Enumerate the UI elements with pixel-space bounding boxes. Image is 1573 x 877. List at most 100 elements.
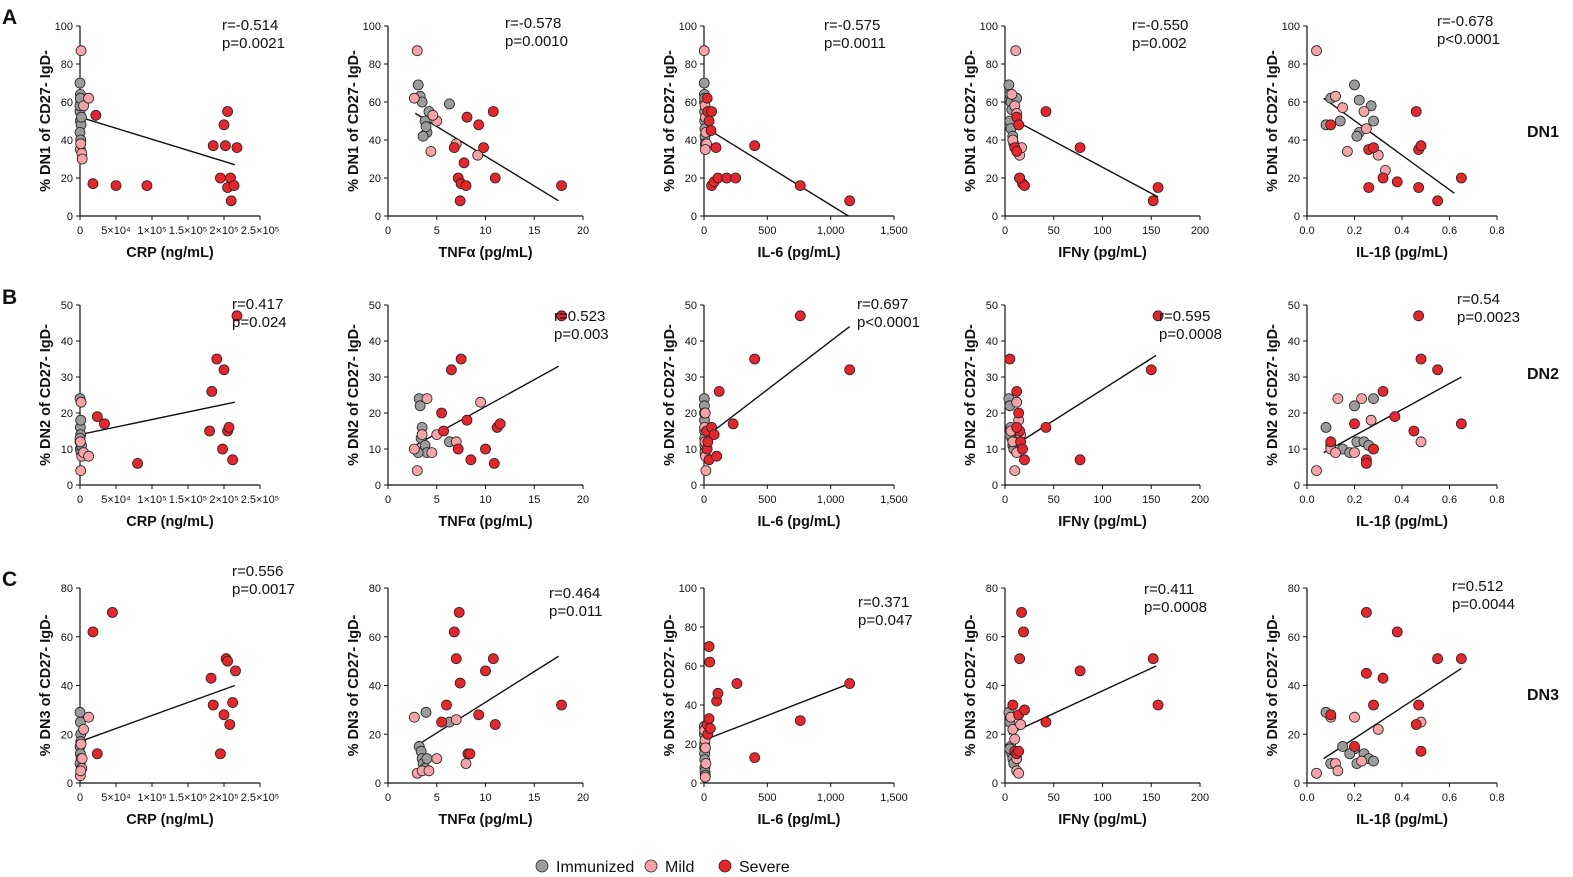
y-tick-label: 40 xyxy=(986,681,998,693)
data-point-immunized xyxy=(412,79,424,91)
y-tick-label: 60 xyxy=(61,97,73,109)
data-point-severe xyxy=(1040,716,1052,728)
data-point-severe xyxy=(727,418,739,430)
data-point-severe xyxy=(448,626,460,638)
y-tick-label: 20 xyxy=(986,173,998,185)
data-point-mild xyxy=(75,396,87,408)
y-tick-label: 10 xyxy=(61,444,73,456)
data-point-severe xyxy=(438,425,449,437)
data-point-immunized xyxy=(1003,79,1015,91)
x-tick-label: 15 xyxy=(528,494,540,506)
y-tick-label: 40 xyxy=(986,135,998,147)
data-point-mild xyxy=(1006,89,1018,100)
y-tick-label: 40 xyxy=(61,135,73,147)
y-tick-label: 10 xyxy=(685,444,697,456)
data-point-severe xyxy=(222,106,234,117)
data-point-immunized xyxy=(1368,393,1379,405)
data-point-severe xyxy=(1432,653,1444,665)
x-tick-label: 1,500 xyxy=(880,792,908,804)
data-point-mild xyxy=(83,711,95,723)
y-tick-label: 20 xyxy=(369,408,381,420)
data-point-mild xyxy=(1372,149,1384,161)
y-axis-label: % DN1 of CD27- IgD- xyxy=(963,50,979,192)
y-tick-label: 50 xyxy=(986,300,998,312)
data-point-mild xyxy=(1365,414,1377,426)
data-point-mild xyxy=(1341,145,1353,157)
data-point-severe xyxy=(450,653,462,665)
x-tick-label: 0.0 xyxy=(1299,225,1314,237)
data-point-mild xyxy=(1330,447,1341,459)
x-tick-label: 0 xyxy=(385,494,391,506)
x-tick-label: 2×10⁵ xyxy=(209,225,238,237)
data-point-mild xyxy=(1013,767,1025,779)
data-point-mild xyxy=(698,45,710,57)
data-point-severe xyxy=(441,699,452,711)
x-tick-label: 100 xyxy=(1093,494,1111,506)
data-point-severe xyxy=(473,119,485,131)
y-tick-label: 50 xyxy=(685,300,697,312)
y-tick-label: 80 xyxy=(369,59,381,71)
y-tick-label: 0 xyxy=(1294,480,1300,492)
data-point-severe xyxy=(227,697,239,708)
x-tick-label: 1,000 xyxy=(817,792,845,804)
y-tick-label: 30 xyxy=(61,372,73,384)
y-axis-label: % DN1 of CD27- IgD- xyxy=(346,50,362,192)
data-point-mild xyxy=(431,753,443,765)
data-point-severe xyxy=(1432,364,1444,376)
x-tick-label: 150 xyxy=(1142,792,1160,804)
data-point-severe xyxy=(222,655,234,667)
correlation-r: r=-0.514 xyxy=(222,17,278,34)
correlation-p: p<0.0001 xyxy=(1437,31,1500,48)
data-point-mild xyxy=(75,765,87,777)
x-tick-label: 0.4 xyxy=(1394,494,1409,506)
x-axis-label: CRP (ng/mL) xyxy=(126,812,214,828)
scatter-panel-dn3-tnf: 0 20 40 60 80 0 5 10 15 20 TNFα (pg/mL) % DN3 of CD… xyxy=(346,583,603,828)
data-point-severe xyxy=(91,748,103,760)
data-point-mild xyxy=(1010,45,1022,57)
data-point-immunized xyxy=(1337,741,1349,752)
data-point-mild xyxy=(1356,393,1368,405)
scatter-panel-dn3-il6: 0 20 40 60 80 100 0 500 1,000 1,500 IL-6 (pg/mL) % … xyxy=(662,583,913,828)
data-point-severe xyxy=(218,709,230,721)
x-tick-label: 200 xyxy=(1191,792,1209,804)
x-tick-label: 10 xyxy=(479,494,491,506)
data-point-severe xyxy=(488,457,500,469)
regression-line xyxy=(414,112,559,202)
data-point-severe xyxy=(1377,172,1389,184)
data-point-severe xyxy=(448,142,460,154)
data-point-severe xyxy=(704,723,716,734)
scatter-panel-dn2-crp: 0 10 20 30 40 50 0 5×10⁴ 1×10⁵ 1.5×10⁵ 2×10⁵ 2.5×10… xyxy=(38,296,287,530)
data-point-mild xyxy=(425,145,437,157)
x-tick-label: 1,500 xyxy=(880,225,908,237)
y-tick-label: 100 xyxy=(679,21,697,33)
data-point-mild xyxy=(1415,436,1427,448)
y-tick-label: 20 xyxy=(986,408,998,420)
data-point-mild xyxy=(1332,765,1344,777)
y-tick-label: 40 xyxy=(369,681,381,693)
legend-label-severe: Severe xyxy=(739,859,790,876)
data-point-severe xyxy=(214,172,226,184)
x-tick-label: 150 xyxy=(1142,225,1160,237)
correlation-r: r=0.464 xyxy=(549,585,600,602)
y-tick-label: 80 xyxy=(685,622,697,634)
data-point-severe xyxy=(460,180,472,192)
data-point-mild xyxy=(699,407,711,419)
data-point-severe xyxy=(227,454,239,466)
y-tick-label: 40 xyxy=(986,336,998,348)
legend: Immunized Mild Severe xyxy=(535,859,790,876)
y-tick-label: 100 xyxy=(980,21,998,33)
data-point-mild xyxy=(74,436,86,448)
x-tick-label: 0 xyxy=(1002,225,1008,237)
data-point-severe xyxy=(702,436,714,448)
y-axis-label: % DN2 of CD27- IgD- xyxy=(346,324,362,466)
y-tick-label: 20 xyxy=(369,729,381,741)
y-axis-label: % DN3 of CD27- IgD- xyxy=(346,614,362,756)
data-point-severe xyxy=(1013,407,1025,419)
x-axis-label: TNFα (pg/mL) xyxy=(438,812,532,828)
data-point-immunized xyxy=(420,121,432,133)
data-point-severe xyxy=(454,195,466,207)
data-point-severe xyxy=(461,111,473,123)
correlation-r: r=-0.678 xyxy=(1437,13,1493,30)
y-tick-label: 40 xyxy=(685,700,697,712)
x-tick-label: 2×10⁵ xyxy=(209,494,238,506)
